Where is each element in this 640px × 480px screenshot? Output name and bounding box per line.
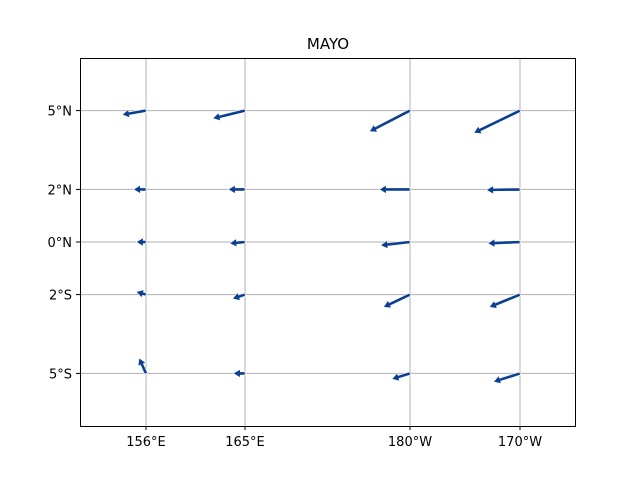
y-tick-label: 0°N xyxy=(48,236,73,251)
y-tick-label: 2°N xyxy=(48,183,73,198)
wind-arrow-8 xyxy=(135,237,147,247)
map-frame xyxy=(80,58,576,427)
wind-vectors xyxy=(121,108,522,385)
wind-arrow-6 xyxy=(378,184,411,195)
wind-arrow-15 xyxy=(488,292,521,309)
x-tick-labels: 156°E 165°E 180°W 170°W xyxy=(126,426,542,450)
wind-arrow-1 xyxy=(212,108,246,122)
wind-arrow-0 xyxy=(121,108,147,119)
y-tick-labels: 5°N 2°N 0°N 2°S 5°S xyxy=(48,105,80,382)
wind-arrow-4 xyxy=(132,184,147,195)
wind-arrow-3 xyxy=(473,108,522,135)
wind-arrow-18 xyxy=(391,371,411,382)
wind-arrow-16 xyxy=(137,357,148,375)
x-tick-label: 165°E xyxy=(225,435,265,450)
wind-arrow-11 xyxy=(487,238,521,248)
wind-arrow-12 xyxy=(135,289,147,299)
y-tick-label: 5°S xyxy=(49,367,72,382)
wind-arrow-17 xyxy=(232,368,246,379)
x-tick-label: 156°E xyxy=(126,435,166,450)
wind-arrow-7 xyxy=(485,185,521,195)
wind-arrow-9 xyxy=(229,238,246,248)
wind-arrow-13 xyxy=(231,291,246,301)
x-tick-label: 170°W xyxy=(498,435,542,450)
wind-arrow-14 xyxy=(382,292,412,309)
wind-arrow-2 xyxy=(368,108,412,133)
gridlines xyxy=(80,58,575,426)
x-tick-label: 180°W xyxy=(388,435,432,450)
y-tick-label: 5°N xyxy=(48,105,73,120)
y-tick-label: 2°S xyxy=(49,289,72,304)
wind-arrow-10 xyxy=(380,239,411,250)
map-title: MAYO xyxy=(307,35,349,53)
wind-arrow-19 xyxy=(492,371,521,385)
wind-arrow-5 xyxy=(227,184,246,195)
